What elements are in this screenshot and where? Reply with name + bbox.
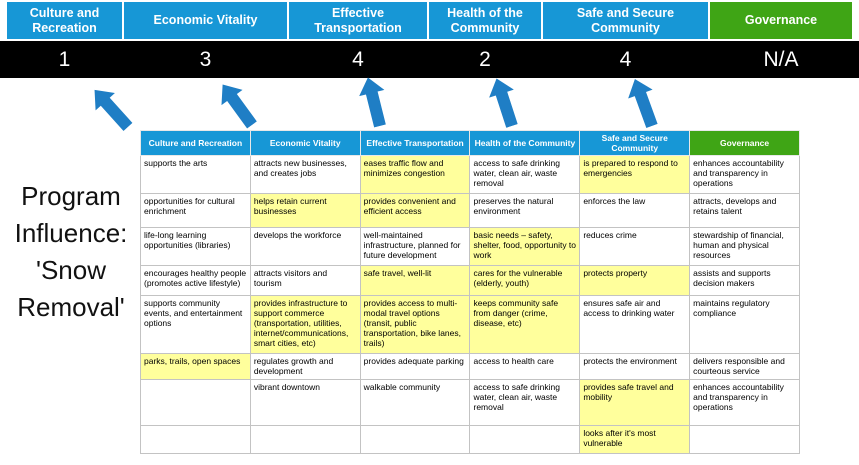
up-arrow-icon-4 [489,78,518,128]
matrix-cell-1-3: preserves the natural environment [469,193,581,229]
matrix-cell-6-3: access to safe drinking water, clean air… [469,379,581,427]
pillar-score-health-of-the-community: 2 [479,48,491,71]
matrix-cell-4-5: maintains regulatory compliance [689,295,800,355]
matrix-row-0: supports the arts attracts new businesses… [140,155,800,195]
pillar-score-governance: N/A [763,48,799,71]
matrix-cell-1-0: opportunities for cultural enrichment [140,193,251,229]
matrix-header-effective-transportation: Effective Transportation [359,129,471,157]
matrix-cell-1-4: enforces the law [579,193,691,229]
matrix-cell-1-5: attracts, develops and retains talent [689,193,800,229]
matrix-cell-4-1: provides infrastructure to support comme… [249,295,361,355]
pillar-score-effective-transportation: 4 [352,48,364,71]
matrix-head: Culture and Recreation Economic Vitality E… [140,129,800,157]
matrix-cell-7-2 [359,425,471,455]
matrix-cell-2-1: develops the workforce [249,227,361,267]
program-influence-label: Program Influence: 'Snow Removal' [14,181,128,322]
matrix-cell-3-0: encourages healthy people (promotes acti… [140,265,251,297]
matrix-row-7: looks after it's most vulnerable [140,425,800,455]
matrix-cell-0-3: access to safe drinking water, clean air… [469,155,581,195]
matrix-cell-2-4: reduces crime [579,227,691,267]
pillar-header-governance: Governance [710,2,852,39]
pillar-header-health-of-the-community: Health of the Community [429,2,541,39]
matrix-cell-7-4: looks after it's most vulnerable [579,425,691,455]
matrix-header-health-of-the-community: Health of the Community [469,129,581,157]
pillar-score-economic-vitality: 3 [199,48,212,71]
matrix-cell-6-5: enhances accountability and transparency… [689,379,800,427]
influence-matrix: Culture and Recreation Economic Vitality E… [140,129,800,455]
matrix-cell-7-0 [140,425,251,455]
matrix-cell-3-1: attracts visitors and tourism [249,265,361,297]
matrix-cell-6-0 [140,379,251,427]
up-arrow-icon-1 [94,89,133,132]
matrix-cell-3-5: assists and supports decision makers [689,265,800,297]
matrix-cell-7-3 [469,425,581,455]
pillar-header-safe-and-secure-community: Safe and Secure Community [543,2,708,39]
matrix-row-4: supports community events, and entertain… [140,295,800,355]
matrix-row-6: vibrant downtown walkable community access… [140,379,800,427]
matrix-cell-7-1 [249,425,361,455]
matrix-cell-5-5: delivers responsible and courteous servi… [689,353,800,381]
pillar-score-bar: 1 3 4 2 4 N/A [0,41,859,78]
pillar-header-culture-and-recreation: Culture and Recreation [7,2,122,39]
matrix-cell-5-3: access to health care [469,353,581,381]
up-arrow-icon-3 [359,77,386,128]
matrix-header-safe-and-secure-community: Safe and Secure Community [579,129,691,157]
pillar-header-economic-vitality: Economic Vitality [124,2,287,39]
matrix-header-economic-vitality: Economic Vitality [249,129,361,157]
matrix-cell-5-4: protects the environment [579,353,691,381]
matrix-cell-0-1: attracts new businesses, and creates job… [249,155,361,195]
matrix-cell-2-5: stewardship of financial, human and phys… [689,227,800,267]
matrix-cell-0-4: is prepared to respond to emergencies [579,155,691,195]
matrix-cell-7-5 [689,425,800,455]
matrix-cell-3-4: protects property [579,265,691,297]
matrix-cell-4-2: provides access to multi-modal travel op… [359,295,471,355]
matrix-cell-6-2: walkable community [359,379,471,427]
pillar-score-safe-and-secure-community: 4 [619,48,632,71]
matrix-cell-5-0: parks, trails, open spaces [140,353,251,381]
up-arrow-icon-2 [221,84,257,129]
matrix-cell-0-5: enhances accountability and transparency… [689,155,800,195]
up-arrow-icon-5 [628,79,658,129]
pillar-header-row: Culture and Recreation Economic Vitality E… [7,2,852,39]
matrix-cell-6-4: provides safe travel and mobility [579,379,691,427]
matrix-cell-4-4: ensures safe air and access to drinking … [579,295,691,355]
matrix-cell-5-2: provides adequate parking [359,353,471,381]
pillar-header-effective-transportation: Effective Transportation [289,2,427,39]
matrix-cell-2-2: well-maintained infrastructure, planned … [359,227,471,267]
matrix-row-5: parks, trails, open spaces regulates grow… [140,353,800,381]
matrix-cell-1-1: helps retain current businesses [249,193,361,229]
matrix-header-governance: Governance [689,129,800,157]
matrix-cell-0-0: supports the arts [140,155,251,195]
matrix-header-culture-and-recreation: Culture and Recreation [140,129,251,157]
matrix-cell-6-1: vibrant downtown [249,379,361,427]
matrix-header-row: Culture and Recreation Economic Vitality E… [140,129,800,157]
matrix-cell-3-2: safe travel, well-lit [359,265,471,297]
matrix-cell-1-2: provides convenient and efficient access [359,193,471,229]
matrix-cell-3-3: cares for the vulnerable (elderly, youth… [469,265,581,297]
matrix-cell-0-2: eases traffic flow and minimizes congest… [359,155,471,195]
matrix-cell-5-1: regulates growth and development [249,353,361,381]
matrix-row-2: life-long learning opportunities (librar… [140,227,800,267]
matrix-cell-2-3: basic needs – safety, shelter, food, opp… [469,227,581,267]
matrix-row-1: opportunities for cultural enrichment hel… [140,193,800,229]
matrix-body: supports the arts attracts new businesses… [140,155,800,455]
pillar-score-culture-and-recreation: 1 [58,48,71,71]
matrix-cell-4-0: supports community events, and entertain… [140,295,251,355]
matrix-row-3: encourages healthy people (promotes acti… [140,265,800,297]
matrix-cell-4-3: keeps community safe from danger (crime,… [469,295,581,355]
matrix-cell-2-0: life-long learning opportunities (librar… [140,227,251,267]
